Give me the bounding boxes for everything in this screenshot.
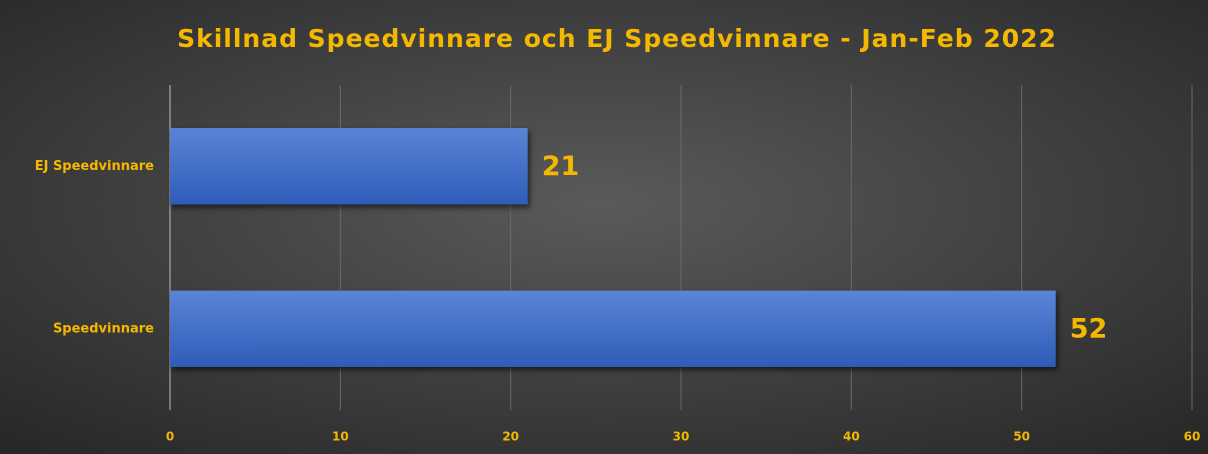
y-tick-label: EJ Speedvinnare (35, 159, 154, 174)
chart-title: Skillnad Speedvinnare och EJ Speedvinnar… (177, 24, 1057, 53)
x-tick-label: 10 (332, 430, 349, 444)
x-tick-label: 60 (1184, 430, 1201, 444)
x-tick-label: 20 (502, 430, 519, 444)
x-tick-label: 30 (673, 430, 690, 444)
x-tick-label: 50 (1013, 430, 1030, 444)
bar (170, 128, 528, 205)
y-tick-label: Speedvinnare (53, 321, 154, 336)
bar (170, 290, 1056, 367)
x-tick-label: 0 (166, 430, 174, 444)
x-tick-label: 40 (843, 430, 860, 444)
data-label: 52 (1070, 313, 1108, 344)
data-label: 21 (542, 151, 580, 182)
